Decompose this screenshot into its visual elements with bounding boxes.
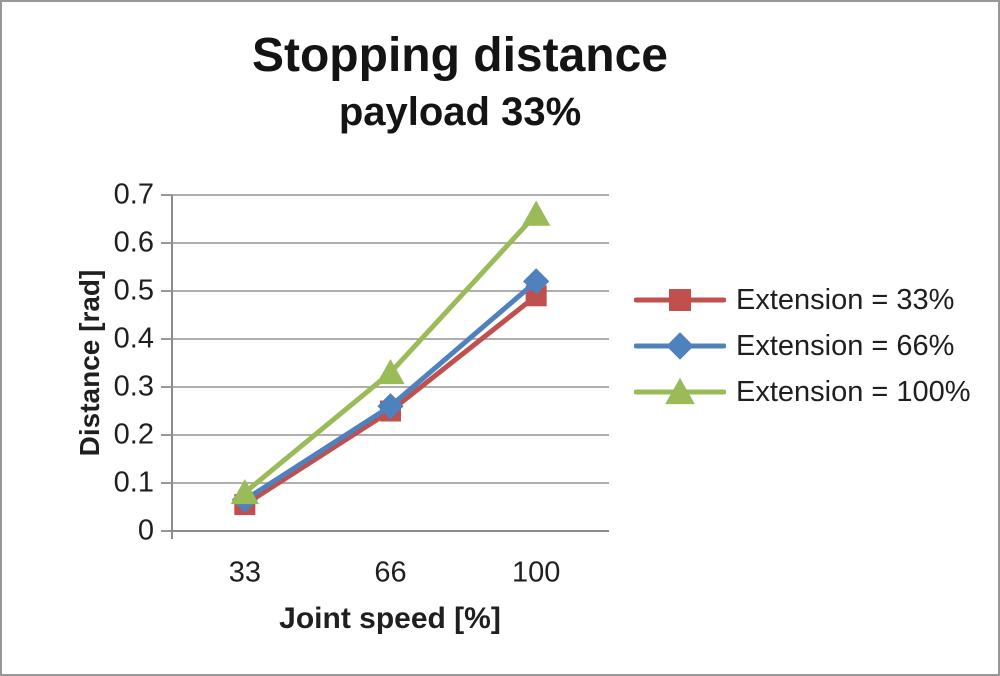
legend-entry: Extension = 66% xyxy=(634,323,971,369)
legend-marker-shape xyxy=(666,332,694,360)
legend-marker-diamond-icon xyxy=(634,332,726,360)
y-axis-title: Distance [rad] xyxy=(74,269,105,457)
series-line xyxy=(242,211,539,496)
x-tick-label: 33 xyxy=(228,556,261,589)
chart-title: Stopping distance xyxy=(251,29,668,82)
y-tick-label: 0.7 xyxy=(113,178,154,211)
y-tick-label: 0.5 xyxy=(113,274,154,307)
legend: Extension = 33% Extension = 66% Extension … xyxy=(634,277,971,415)
legend-label: Extension = 66% xyxy=(736,329,955,362)
y-tick-label: 0.2 xyxy=(113,418,154,451)
legend-marker-shape xyxy=(669,289,691,311)
y-tick-label: 0.1 xyxy=(113,466,154,499)
legend-marker-shape xyxy=(665,377,695,405)
marker-triangle-icon xyxy=(521,200,551,226)
legend-marker-triangle-icon xyxy=(634,377,726,405)
y-tick-label: 0.3 xyxy=(113,370,154,403)
x-tick-label: 100 xyxy=(511,556,561,589)
marker-square-icon xyxy=(525,285,547,307)
legend-marker-square-icon xyxy=(634,289,726,311)
legend-label: Extension = 33% xyxy=(736,283,955,316)
legend-label: Extension = 100% xyxy=(736,375,971,408)
x-axis-title: Joint speed [%] xyxy=(279,602,501,635)
y-tick-label: 0.4 xyxy=(113,322,154,355)
series-line xyxy=(242,278,539,503)
marker-triangle-icon xyxy=(376,358,405,385)
legend-entry: Extension = 100% xyxy=(634,369,971,415)
marker-diamond-icon xyxy=(523,268,550,295)
x-tick-label: 66 xyxy=(374,556,407,589)
y-tick-label: 0.6 xyxy=(113,226,154,259)
y-tick-label: 0 xyxy=(137,514,154,547)
legend-entry: Extension = 33% xyxy=(634,277,971,323)
chart-subtitle: payload 33% xyxy=(338,90,582,134)
marker-triangle-icon xyxy=(230,478,260,505)
marker-diamond-icon xyxy=(377,393,404,420)
